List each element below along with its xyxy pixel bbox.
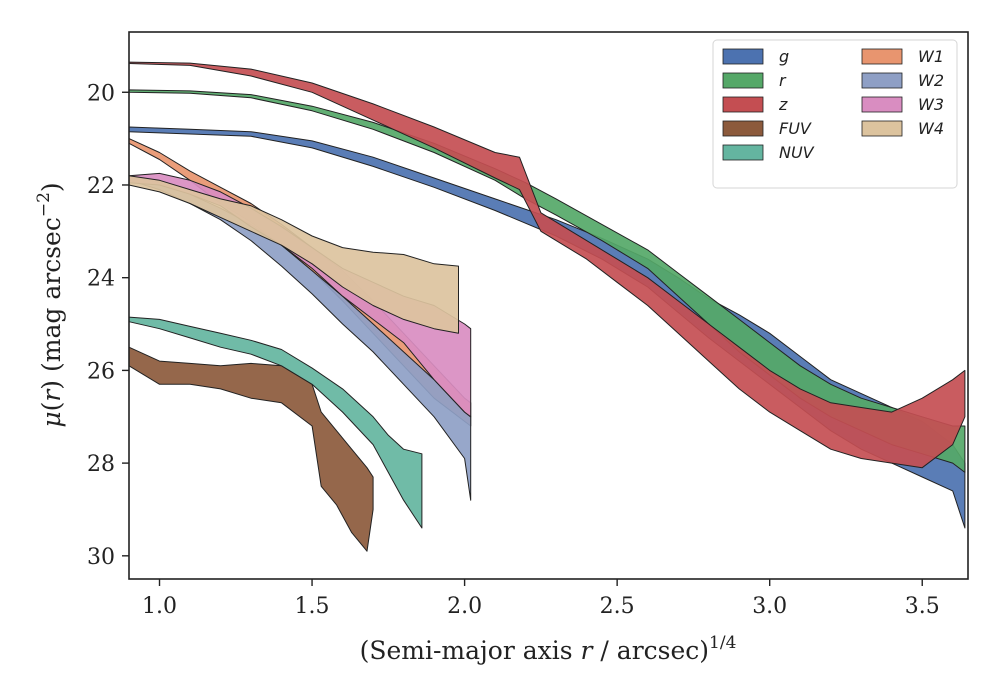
legend-swatch-g (722, 48, 764, 65)
legend-swatch-w4 (861, 120, 903, 137)
y-axis-label-rest: (mag arcsec (37, 217, 66, 380)
legend-swatch-fuv (722, 120, 764, 137)
legend-swatch-r (722, 72, 764, 89)
legend-label-w1: W1 (918, 47, 944, 66)
plot-frame (128, 31, 969, 580)
y-axis-label-end: ) (37, 182, 66, 192)
legend-swatch-w2 (861, 72, 903, 89)
x-axis-label-sup: 1/4 (709, 633, 736, 653)
x-tick-label: 3.5 (905, 594, 940, 619)
series-band-w4 (128, 175, 459, 334)
x-tick-label: 1.0 (142, 594, 177, 619)
x-tick-label: 1.5 (295, 594, 330, 619)
y-axis-label-var: r (37, 388, 66, 402)
y-axis-label-open: ( (37, 402, 66, 412)
y-axis-label-close: ) (37, 380, 66, 390)
y-axis-label-sup: −2 (34, 192, 54, 217)
legend-label-w3: W3 (918, 95, 944, 114)
legend-swatch-w1 (861, 48, 903, 65)
y-axis-label-mu: μ (37, 411, 66, 427)
y-tick-label: 20 (87, 81, 115, 106)
legend-label-nuv: NUV (779, 143, 815, 162)
x-tick-label: 3.0 (752, 594, 787, 619)
legend-label-w4: W4 (918, 119, 944, 138)
series-layer (128, 61, 966, 552)
series-band-z (128, 61, 966, 469)
x-axis-label: (Semi-major axis r / arcsec)1/4 (360, 633, 737, 665)
legend-label-r: r (779, 71, 787, 90)
x-axis-label-var: r (581, 636, 595, 665)
legend-label-fuv: FUV (779, 119, 812, 138)
series-band-nuv (128, 316, 423, 529)
y-tick-label: 30 (87, 545, 115, 570)
ticks-layer: 1.0 1.5 2.0 2.5 3.0 3.5 20 22 24 26 28 30 (87, 81, 940, 619)
legend-swatch-w3 (861, 96, 903, 113)
legend-swatch-nuv (722, 144, 764, 161)
x-tick-label: 2.5 (600, 594, 635, 619)
legend-label-z: z (778, 95, 788, 114)
legend-swatch-z (722, 96, 764, 113)
x-tick-label: 2.0 (447, 594, 482, 619)
y-tick-label: 26 (87, 359, 115, 384)
y-tick-label: 28 (87, 452, 115, 477)
x-axis-label-prefix: (Semi-major axis (360, 636, 581, 665)
y-tick-label: 22 (87, 174, 115, 199)
legend: grz FUV NUV W1 W2 W3 W4 (712, 39, 958, 189)
legend-items: grz FUV NUV W1 W2 W3 W4 (722, 47, 944, 162)
series-band-fuv (128, 346, 374, 552)
y-tick-label: 24 (87, 267, 115, 292)
y-axis-label: μ(r) (mag arcsec−2) (34, 182, 66, 427)
legend-label-g: g (779, 47, 789, 66)
series-band-g (128, 126, 966, 529)
legend-label-w2: W2 (918, 71, 944, 90)
x-axis-label-middle: / arcsec) (592, 636, 709, 665)
